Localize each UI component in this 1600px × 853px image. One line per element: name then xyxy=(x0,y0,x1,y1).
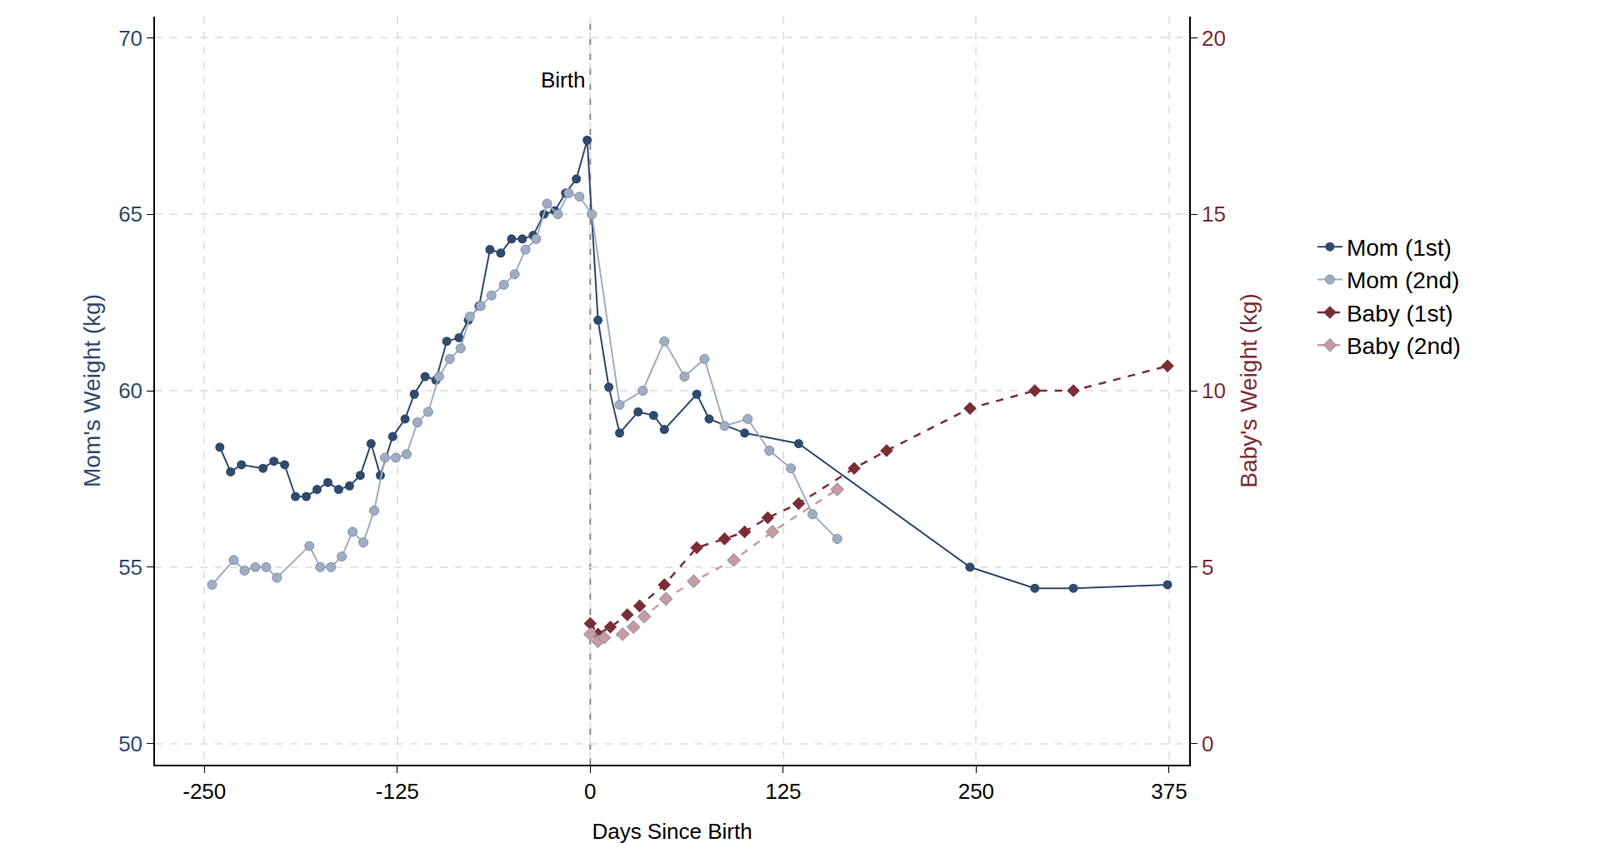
svg-text:125: 125 xyxy=(765,779,801,805)
svg-text:Baby (2nd): Baby (2nd) xyxy=(1346,333,1461,360)
svg-text:Days Since Birth: Days Since Birth xyxy=(591,819,752,845)
svg-text:10: 10 xyxy=(1201,378,1226,404)
svg-text:Mom's Weight (kg): Mom's Weight (kg) xyxy=(79,294,105,488)
svg-text:Birth: Birth xyxy=(540,67,585,93)
svg-text:50: 50 xyxy=(118,731,143,757)
svg-text:70: 70 xyxy=(118,25,143,51)
svg-text:60: 60 xyxy=(118,378,143,404)
svg-text:Mom (1st): Mom (1st) xyxy=(1346,235,1452,261)
svg-text:375: 375 xyxy=(1150,779,1187,805)
svg-text:Baby's Weight (kg): Baby's Weight (kg) xyxy=(1235,293,1262,489)
svg-text:0: 0 xyxy=(1201,731,1214,757)
svg-text:250: 250 xyxy=(958,779,995,805)
svg-text:-250: -250 xyxy=(182,779,226,805)
svg-text:65: 65 xyxy=(118,201,143,227)
svg-text:15: 15 xyxy=(1201,201,1226,227)
svg-text:55: 55 xyxy=(118,555,143,580)
svg-text:20: 20 xyxy=(1201,25,1226,51)
svg-text:Mom (2nd): Mom (2nd) xyxy=(1346,267,1460,294)
svg-text:-125: -125 xyxy=(375,779,420,805)
svg-text:0: 0 xyxy=(584,779,596,805)
svg-text:Baby (1st): Baby (1st) xyxy=(1346,300,1454,327)
svg-text:5: 5 xyxy=(1201,555,1214,580)
